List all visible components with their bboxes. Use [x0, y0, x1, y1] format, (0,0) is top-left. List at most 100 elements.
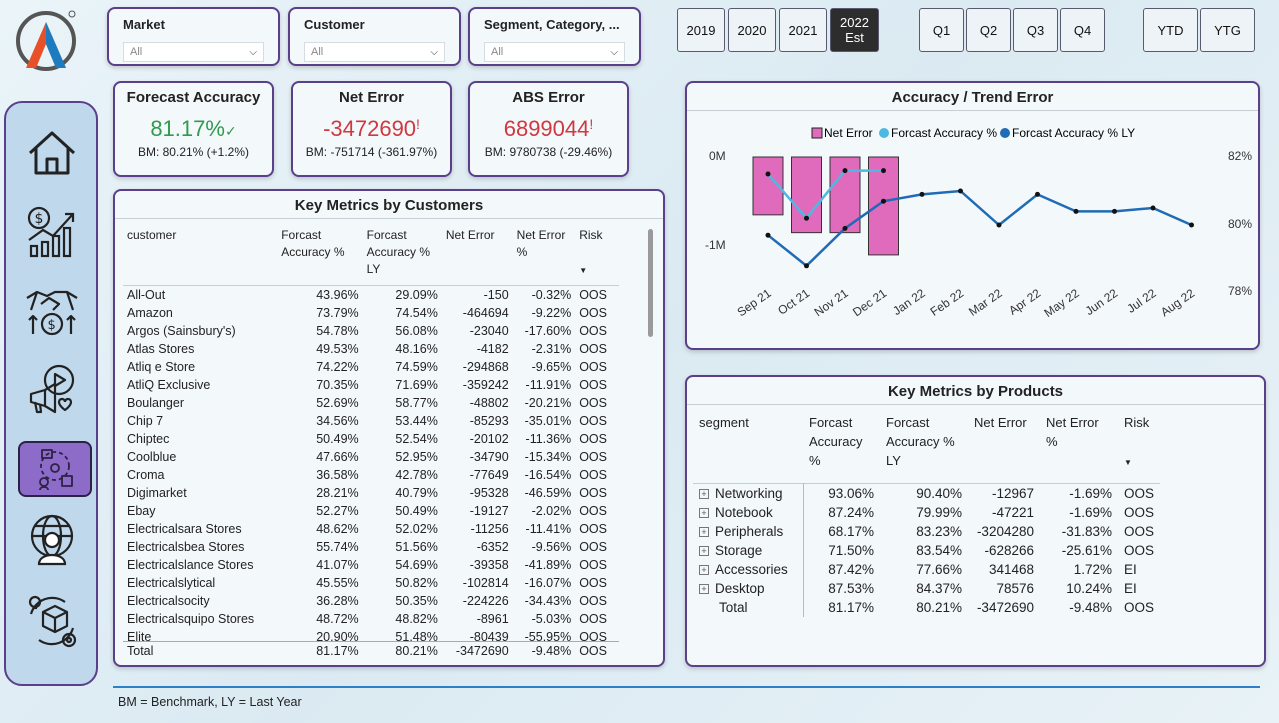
cell-accuracy-ly: 52.54% [395, 431, 438, 446]
total-accuracy-ly: 80.21% [395, 644, 438, 658]
products-total-row[interactable]: Total 81.17% 80.21% -3472690 -9.48% OOS [693, 597, 1160, 617]
segment-slicer-label: Segment, Category, ... [484, 17, 620, 32]
cell-accuracy: 74.22% [316, 359, 359, 374]
cell-net-error-pct: -55.95% [524, 629, 572, 644]
ytg-button[interactable]: YTG [1200, 8, 1255, 52]
col-header-accuracy[interactable]: Forcast Accuracy % [809, 415, 863, 468]
cell-accuracy-ly: 84.37% [916, 580, 962, 596]
cell-risk: OOS [579, 323, 607, 338]
table-row[interactable]: Digimarket 28.21% 40.79% -95328 -46.59% OOS [123, 484, 619, 502]
col-header-risk[interactable]: Risk ▼ [1118, 413, 1160, 483]
col-header-net-error-pct[interactable]: Net Error % [1046, 415, 1099, 449]
table-row[interactable]: Ebay 52.27% 50.49% -19127 -2.02% OOS [123, 502, 619, 520]
table-row[interactable]: Electricalslytical 45.55% 50.82% -102814 -16… [123, 574, 619, 592]
col-header-accuracy[interactable]: Forcast Accuracy % [281, 228, 345, 259]
marketing-icon[interactable] [24, 361, 80, 417]
year-2020-button[interactable]: 2020 [728, 8, 776, 52]
alert-icon: ! [416, 116, 420, 132]
year-2019-button[interactable]: 2019 [677, 8, 725, 52]
quarter-q2-button[interactable]: Q2 [966, 8, 1011, 52]
table-row[interactable]: Croma 36.58% 42.78% -77649 -16.54% OOS [123, 466, 619, 484]
cell-net-error-pct: -25.61% [1061, 542, 1112, 558]
col-header-accuracy-ly[interactable]: Forcast Accuracy % LY [886, 415, 955, 468]
quarter-q3-button[interactable]: Q3 [1013, 8, 1058, 52]
table-row[interactable]: + Notebook 87.24% 79.99% -47221 -1.69% OOS [693, 502, 1160, 522]
market-value: All [130, 46, 143, 58]
table-row[interactable]: Chiptec 50.49% 52.54% -20102 -11.36% OOS [123, 430, 619, 448]
table-row[interactable]: + Storage 71.50% 83.54% -628266 -25.61% OOS [693, 540, 1160, 560]
col-header-risk[interactable]: Risk ▼ [575, 227, 619, 285]
cell-accuracy-ly: 50.82% [395, 575, 438, 590]
expand-plus-icon[interactable]: + [699, 488, 709, 499]
global-support-icon[interactable] [24, 513, 80, 569]
table-row[interactable]: + Peripherals 68.17% 83.23% -3204280 -31.83% O… [693, 521, 1160, 541]
table-row[interactable]: Boulanger 52.69% 58.77% -48802 -20.21% OOS [123, 394, 619, 412]
expand-plus-icon[interactable]: + [699, 583, 709, 594]
table-row[interactable]: Argos (Sainsbury's) 54.78% 56.08% -23040 -17… [123, 322, 619, 340]
table-row[interactable]: Coolblue 47.66% 52.95% -34790 -15.34% OOS [123, 448, 619, 466]
forecast-accuracy-benchmark: BM: 80.21% (+1.2%) [137, 145, 250, 159]
col-header-net-error[interactable]: Net Error [445, 228, 495, 242]
table-row[interactable]: Electricalslance Stores 41.07% 54.69% -3935… [123, 556, 619, 574]
supply-chain-icon[interactable] [18, 441, 92, 497]
table-row[interactable]: AtliQ Exclusive 70.35% 71.69% -359242 -11.91… [123, 376, 619, 394]
customers-table-title: Key Metrics by Customers [115, 191, 663, 219]
expand-plus-icon[interactable]: + [699, 545, 709, 556]
expand-plus-icon[interactable]: + [699, 564, 709, 575]
table-row[interactable]: Atliq e Store 74.22% 74.59% -294868 -9.65% OO… [123, 358, 619, 376]
segment-dropdown[interactable]: All ⌵ [484, 42, 625, 62]
x-tick-label: Dec 21 [850, 286, 889, 319]
segment-slicer[interactable]: Segment, Category, ... All ⌵ [468, 7, 641, 66]
expand-plus-icon[interactable]: + [699, 526, 709, 537]
col-header-customer[interactable]: customer [127, 228, 177, 242]
ytd-button[interactable]: YTD [1143, 8, 1198, 52]
customer-dropdown[interactable]: All ⌵ [304, 42, 445, 62]
cell-net-error: -23040 [469, 323, 509, 338]
table-row[interactable]: Elite 20.90% 51.48% -80439 -55.95% OOS [123, 628, 619, 646]
product-cycle-icon[interactable] [24, 593, 80, 649]
cell-accuracy: 45.55% [316, 575, 359, 590]
table-row[interactable]: + Desktop 87.53% 84.37% 78576 10.24% EI [693, 578, 1160, 598]
cell-segment: + Desktop [693, 578, 804, 598]
x-tick-label: Sep 21 [735, 286, 774, 319]
cell-accuracy-ly: 77.66% [916, 561, 962, 577]
cell-net-error: -359242 [462, 377, 509, 392]
accuracy-ly-line [767, 189, 1193, 268]
table-row[interactable]: Chip 7 34.56% 53.44% -85293 -35.01% OOS [123, 412, 619, 430]
customers-table-scrollbar[interactable] [648, 229, 653, 337]
expand-plus-icon[interactable]: + [699, 507, 709, 518]
year-2022-est-button[interactable]: 2022 Est [830, 8, 879, 52]
cell-net-error-pct: -1.69% [1069, 504, 1112, 520]
table-row[interactable]: Amazon 73.79% 74.54% -464694 -9.22% OOS [123, 304, 619, 322]
cell-net-error-pct: -9.65% [531, 359, 572, 374]
customer-slicer[interactable]: Customer All ⌵ [288, 7, 461, 66]
market-slicer[interactable]: Market All ⌵ [107, 7, 280, 66]
quarter-q4-button[interactable]: Q4 [1060, 8, 1105, 52]
table-row[interactable]: Electricalsara Stores 48.62% 52.02% -11256 -… [123, 520, 619, 538]
cell-net-error: -3472690 [976, 599, 1034, 615]
net-error-title: Net Error [338, 89, 405, 106]
table-row[interactable]: + Networking 93.06% 90.40% -12967 -1.69% OOS [693, 483, 1160, 503]
table-row[interactable]: Electricalsocity 36.28% 50.35% -224226 -34.4… [123, 592, 619, 610]
deal-handshake-icon[interactable]: $ [24, 283, 80, 339]
table-row[interactable]: Atlas Stores 49.53% 48.16% -4182 -2.31% OOS [123, 340, 619, 358]
segment-value: All [491, 46, 504, 58]
table-row[interactable]: All-Out 43.96% 29.09% -150 -0.32% OOS [123, 285, 619, 304]
cell-net-error: -48802 [469, 395, 509, 410]
table-row[interactable]: Electricalsbea Stores 55.74% 51.56% -6352 -9… [123, 538, 619, 556]
cell-segment: + Peripherals [693, 521, 804, 541]
table-row[interactable]: + Accessories 87.42% 77.66% 341468 1.72% EI [693, 559, 1160, 579]
home-icon[interactable] [24, 125, 80, 181]
cell-risk: EI [1124, 580, 1137, 596]
col-header-accuracy-ly[interactable]: Forcast Accuracy % LY [366, 228, 430, 276]
col-header-segment[interactable]: segment [699, 415, 749, 430]
finance-growth-icon[interactable]: $ [24, 203, 80, 259]
table-row[interactable]: Electricalsquipo Stores 48.72% 48.82% -8961… [123, 610, 619, 628]
year-2021-button[interactable]: 2021 [779, 8, 827, 52]
accuracy-point [842, 168, 848, 174]
col-header-net-error[interactable]: Net Error [974, 415, 1027, 430]
col-header-net-error-pct[interactable]: Net Error % [516, 228, 566, 259]
quarter-q1-button[interactable]: Q1 [919, 8, 964, 52]
market-dropdown[interactable]: All ⌵ [123, 42, 264, 62]
cell-net-error: -3204280 [976, 523, 1034, 539]
